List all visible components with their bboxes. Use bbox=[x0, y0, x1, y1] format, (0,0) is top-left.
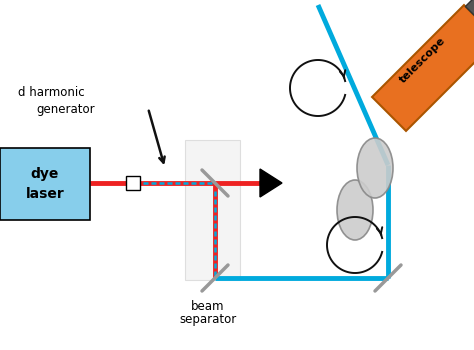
Bar bbox=[0, 148, 90, 220]
Text: d harmonic: d harmonic bbox=[18, 85, 85, 98]
Text: generator: generator bbox=[36, 104, 95, 117]
Text: separator: separator bbox=[179, 314, 237, 327]
Text: laser: laser bbox=[26, 187, 64, 201]
Ellipse shape bbox=[337, 180, 373, 240]
Bar bbox=[465, 0, 474, 37]
Ellipse shape bbox=[357, 138, 393, 198]
Text: dye: dye bbox=[31, 167, 59, 181]
Bar bbox=[372, 5, 474, 131]
Text: telescope: telescope bbox=[398, 35, 448, 85]
Polygon shape bbox=[260, 169, 282, 197]
Bar bbox=[185, 140, 240, 280]
Text: beam: beam bbox=[191, 300, 225, 313]
Bar bbox=[126, 176, 140, 190]
